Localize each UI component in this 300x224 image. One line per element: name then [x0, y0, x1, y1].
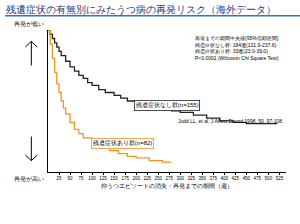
svg-text:225: 225 — [143, 176, 151, 181]
svg-text:400: 400 — [221, 176, 229, 181]
svg-text:残遺症状なし群(n=155): 残遺症状なし群(n=155) — [136, 102, 199, 109]
svg-text:250: 250 — [154, 176, 162, 181]
svg-text:25: 25 — [57, 176, 63, 181]
svg-text:350: 350 — [199, 176, 207, 181]
svg-text:75: 75 — [79, 176, 85, 181]
svg-text:500: 500 — [265, 176, 273, 181]
svg-text:300: 300 — [176, 176, 184, 181]
svg-text:425: 425 — [232, 176, 240, 181]
svg-text:375: 375 — [210, 176, 218, 181]
svg-text:275: 275 — [165, 176, 173, 181]
svg-text:175: 175 — [121, 176, 129, 181]
svg-text:125: 125 — [99, 176, 107, 181]
svg-text:100: 100 — [88, 176, 96, 181]
svg-text:Judd LL, et al. J Affect Disor: Judd LL, et al. J Affect Disord.1998, 50… — [178, 118, 284, 124]
svg-text:525: 525 — [276, 176, 284, 181]
svg-text:200: 200 — [132, 176, 140, 181]
svg-text:150: 150 — [110, 176, 118, 181]
svg-text:再発が高い: 再発が高い — [14, 175, 44, 182]
svg-text:残遺症状あり群(n=82): 残遺症状あり群(n=82) — [93, 140, 153, 147]
svg-text:残遺症状の有無別にみたうつ病の再発リスク（海外データ）: 残遺症状の有無別にみたうつ病の再発リスク（海外データ） — [6, 4, 276, 15]
svg-text:325: 325 — [187, 176, 195, 181]
svg-text:50: 50 — [68, 176, 74, 181]
svg-text:475: 475 — [254, 176, 262, 181]
svg-text:450: 450 — [243, 176, 251, 181]
svg-text:再発が低い: 再発が低い — [14, 21, 44, 27]
svg-text:再発までの期間中央値(95%信頼区間)残遺症状なし群: 18: 再発までの期間中央値(95%信頼区間)残遺症状なし群: 184週(131.9-2… — [195, 35, 279, 61]
svg-text:抑うつエピソードの消失・再発までの期間（週）: 抑うつエピソードの消失・再発までの期間（週） — [101, 183, 233, 190]
